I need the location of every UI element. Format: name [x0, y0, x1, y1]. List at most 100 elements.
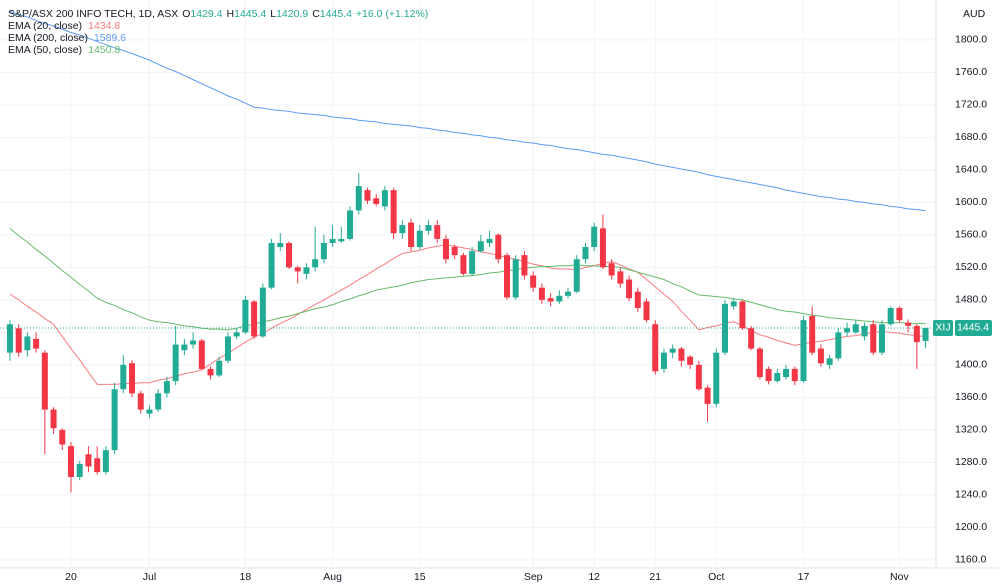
candle-body	[826, 358, 833, 365]
ema-line	[9, 10, 926, 212]
candle-body	[512, 259, 519, 298]
x-tick-label: Aug	[323, 571, 342, 583]
candle-body	[695, 364, 702, 390]
candle-body	[495, 234, 502, 260]
candle-body	[669, 348, 676, 353]
candle-body	[582, 247, 589, 260]
candle-body	[59, 429, 66, 445]
candle-body	[216, 360, 223, 376]
y-tick-label: 1240.0	[955, 489, 987, 501]
candle-body	[678, 348, 685, 361]
last-price-label: 1445.4	[957, 322, 989, 334]
ohlc-value: 1445.4	[234, 8, 266, 20]
candle-body	[878, 324, 885, 353]
candle-body	[224, 336, 231, 361]
legend-value: 1589.6	[94, 32, 126, 44]
legend-entry: EMA (200, close)	[8, 32, 88, 44]
candle-body	[416, 230, 423, 248]
candle-body	[137, 393, 144, 410]
y-tick-label: 1720.0	[955, 99, 987, 111]
candle-body	[608, 263, 615, 276]
y-tick-label: 1480.0	[955, 294, 987, 306]
candle-body	[870, 324, 877, 353]
candle-body	[364, 190, 371, 201]
candle-body	[251, 301, 258, 337]
candle-body	[434, 225, 441, 239]
candle-body	[190, 340, 197, 345]
legend: S&P/ASX 200 INFO TECH, 1D, ASX O 1429.4 H 14…	[8, 8, 428, 56]
ohlc-prefix: C	[312, 8, 320, 20]
candle-body	[634, 291, 641, 308]
candle-body	[739, 301, 746, 329]
candle-body	[538, 287, 545, 300]
x-tick-label: 12	[588, 571, 600, 583]
x-tick-label: 20	[65, 571, 77, 583]
candle-body	[390, 190, 397, 234]
candle-body	[765, 368, 772, 382]
candle-body	[460, 255, 467, 274]
candle-body	[76, 463, 83, 477]
candle-body	[373, 198, 380, 204]
candle-body	[774, 372, 781, 382]
y-tick-label: 1320.0	[955, 424, 987, 436]
candle-body	[748, 328, 755, 349]
currency-label: AUD	[963, 8, 986, 20]
y-tick-label: 1680.0	[955, 131, 987, 143]
candle-body	[408, 222, 415, 248]
candle-body	[521, 255, 528, 276]
candle-body	[504, 255, 510, 298]
candle-body	[451, 247, 458, 256]
candle-body	[68, 446, 74, 477]
candle-body	[277, 242, 284, 248]
ohlc-value: 1429.4	[190, 8, 222, 20]
candle-body	[905, 322, 912, 326]
candle-body	[844, 328, 851, 333]
candle-body	[312, 259, 319, 268]
candle-body	[129, 363, 136, 394]
candle-body	[861, 325, 868, 337]
ohlc-prefix: L	[270, 8, 276, 20]
ohlc-prefix: H	[227, 8, 235, 20]
candle-body	[329, 238, 336, 243]
candle-body	[722, 303, 728, 353]
candle-body	[102, 450, 109, 473]
candle-body	[355, 186, 362, 211]
change-label: +16.0 (+1.12%)	[356, 8, 428, 20]
candle-body	[33, 338, 40, 349]
legend-value: 1434.8	[88, 20, 120, 32]
candle-body	[181, 344, 188, 351]
candle-body	[146, 409, 153, 414]
y-tick-label: 1760.0	[955, 66, 987, 78]
candle-body	[50, 409, 57, 429]
legend-entry: EMA (20, close)	[8, 20, 82, 32]
grid	[0, 0, 936, 568]
y-tick-label: 1560.0	[955, 229, 987, 241]
x-tick-label: Sep	[524, 571, 543, 583]
candle-body	[294, 267, 301, 272]
candle-body	[381, 190, 388, 207]
candle-body	[24, 336, 31, 351]
candle-body	[713, 352, 720, 404]
candle-body	[852, 324, 859, 333]
x-tick-label: Nov	[890, 571, 909, 583]
x-tick-label: 15	[414, 571, 426, 583]
candle-body	[347, 210, 354, 239]
candle-body	[730, 301, 737, 307]
y-tick-label: 1600.0	[955, 196, 987, 208]
candle-body	[547, 298, 554, 302]
last-price-badge	[955, 319, 992, 336]
candle-body	[800, 320, 807, 382]
candle-body	[652, 324, 659, 372]
x-tick-label: Jul	[143, 571, 156, 583]
candle-body	[120, 364, 127, 390]
x-tick-label: 21	[649, 571, 661, 583]
ema-line	[9, 244, 926, 385]
axes: 1160.0 1200.0 1240.0 1280.0 1320.0 1360.0 1400…	[65, 8, 992, 583]
candle-body	[922, 327, 929, 341]
candle-body	[835, 332, 842, 359]
y-tick-label: 1200.0	[955, 521, 987, 533]
candle-body	[198, 340, 205, 369]
candle-body	[259, 287, 266, 337]
candle-body	[591, 226, 598, 248]
